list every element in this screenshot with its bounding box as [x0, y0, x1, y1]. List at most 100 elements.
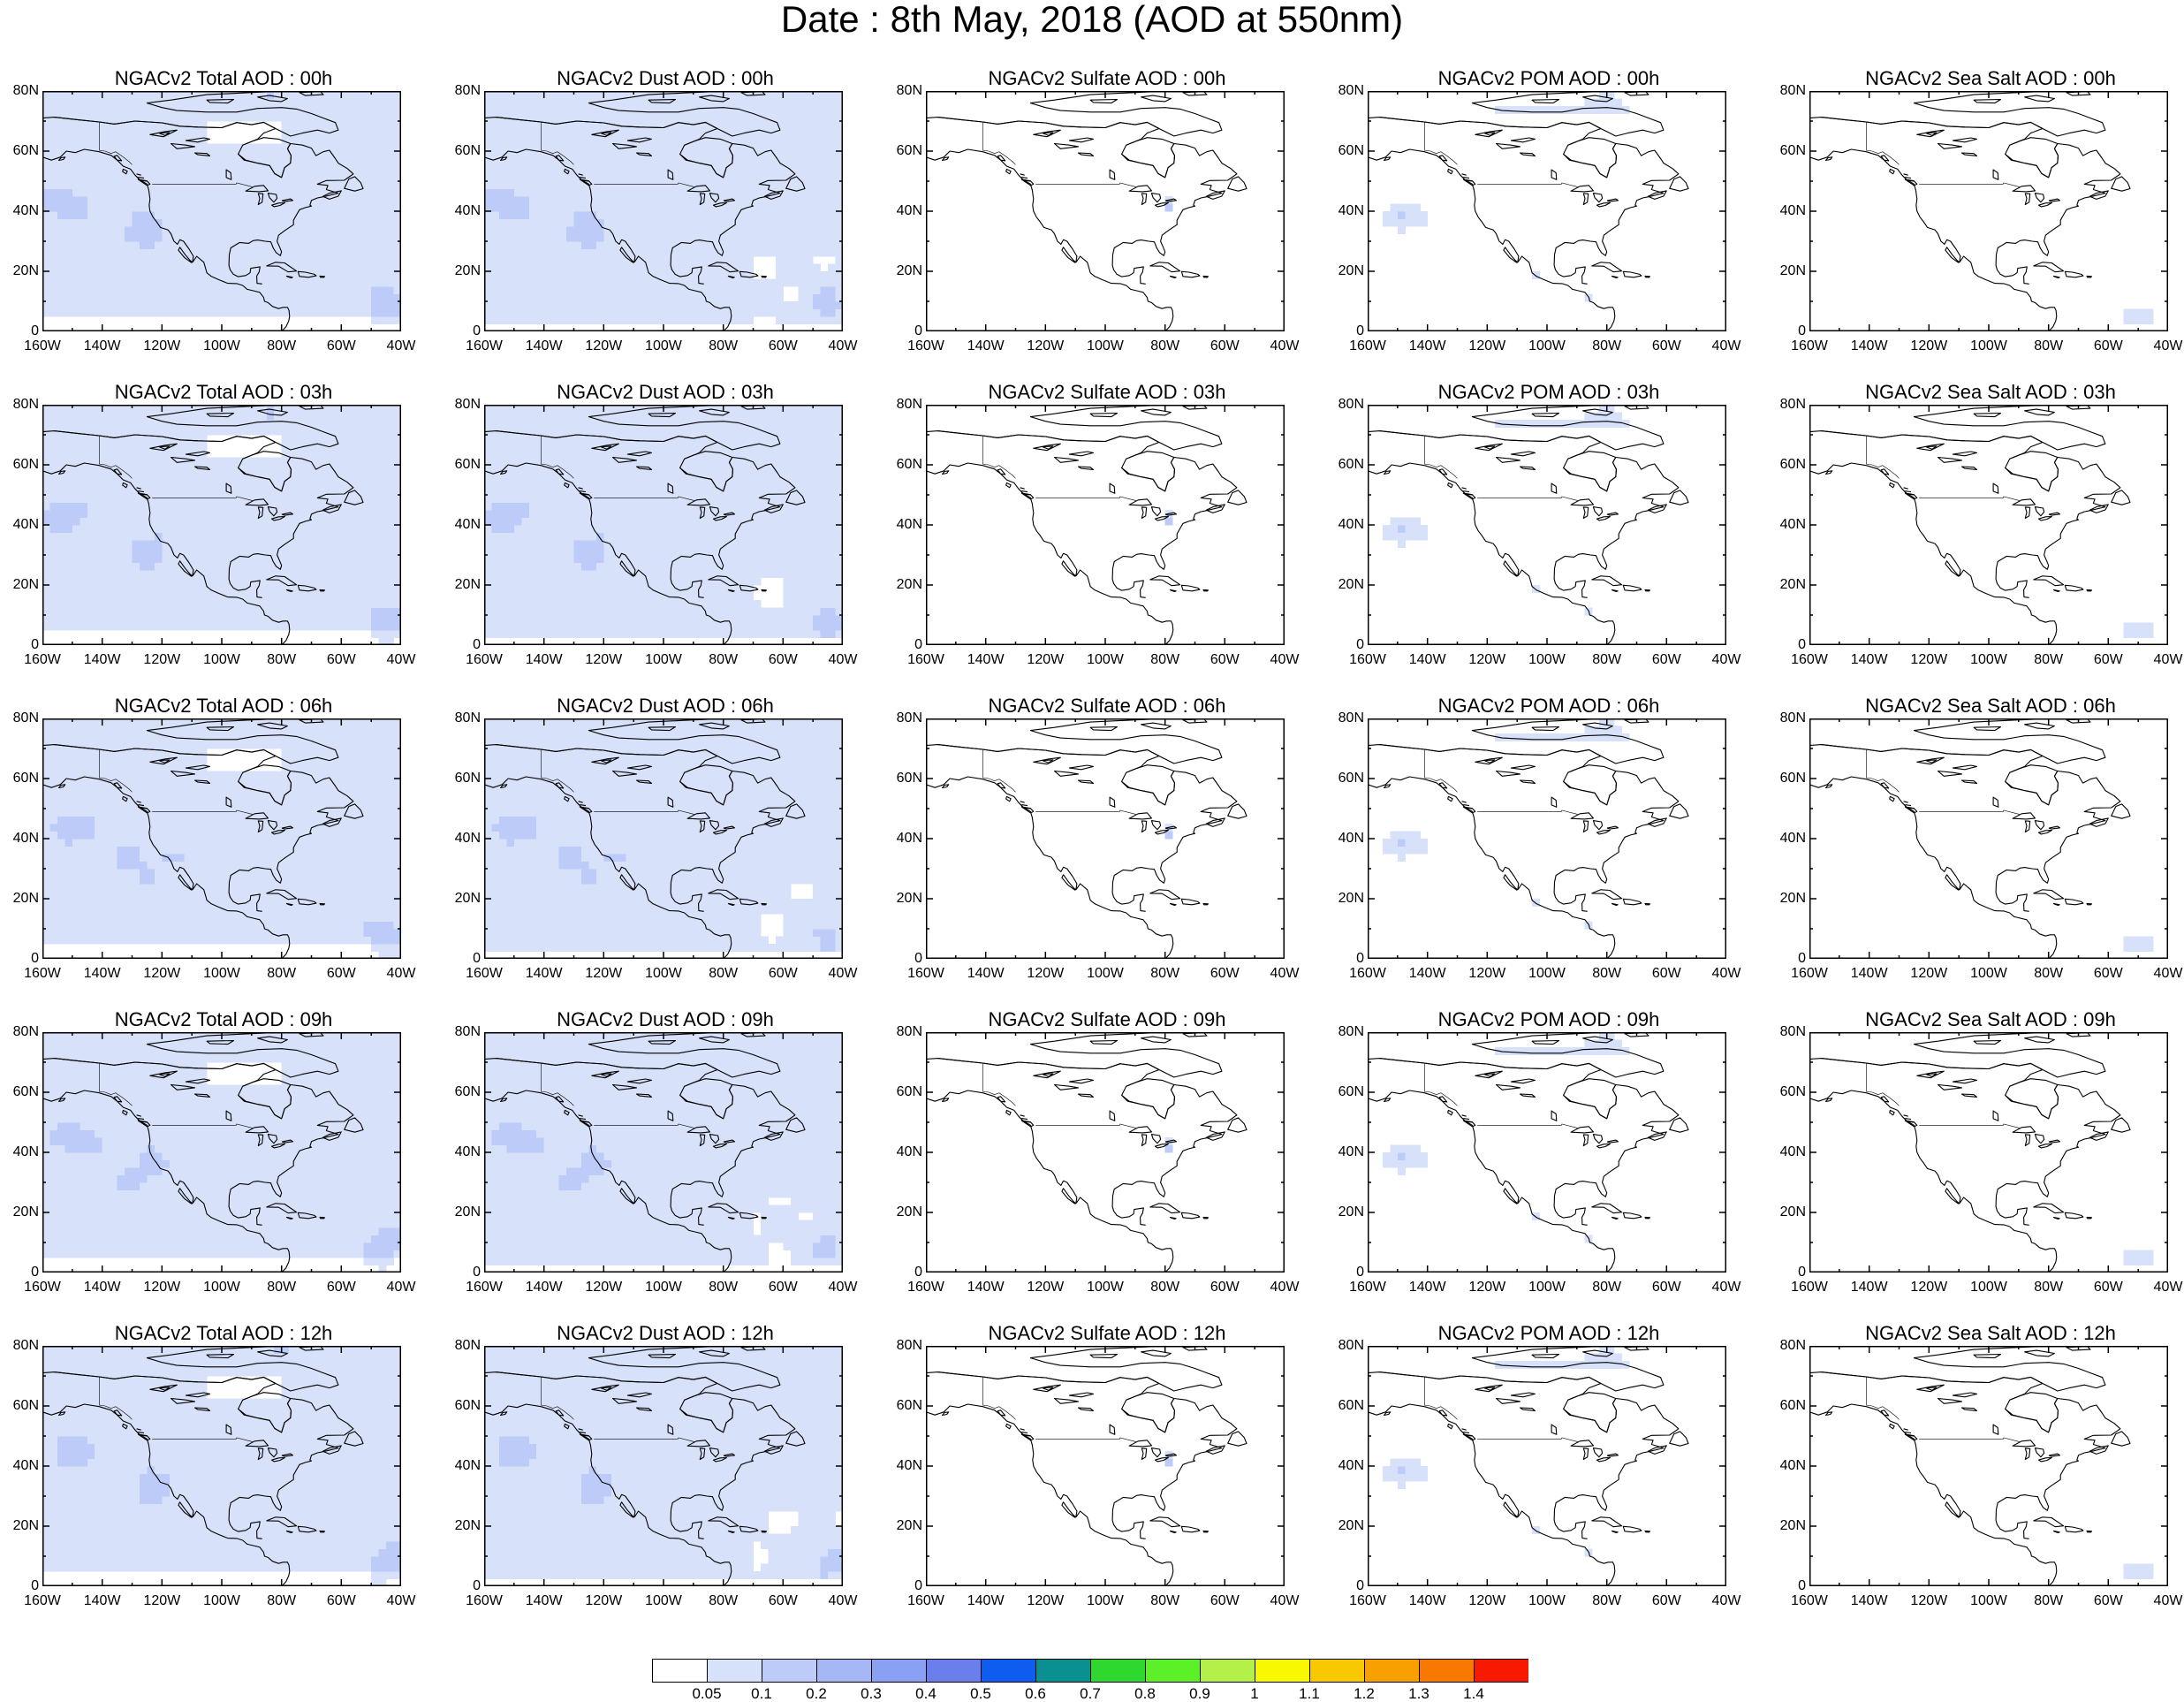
lon-tick-label: 40W [1711, 1593, 1741, 1608]
lon-tick-label: 40W [2153, 1593, 2183, 1608]
lat-tick-label: 80N [1779, 1024, 1806, 1039]
aod-map [1368, 718, 1726, 959]
aod-field [42, 1346, 401, 1586]
lon-tick-label: 60W [1210, 966, 1240, 981]
lat-tick-label: 20N [12, 263, 39, 278]
panel-title: NGACv2 Total AOD : 03h [114, 381, 333, 403]
lon-tick-label: 140W [1408, 652, 1446, 667]
lon-tick-label: 160W [907, 1593, 944, 1608]
coastlines [42, 1346, 364, 1586]
lat-tick-label: 60N [454, 143, 481, 158]
colorbar-level-label: 0.2 [806, 1685, 827, 1702]
lon-tick-label: 40W [1711, 1280, 1741, 1295]
lon-tick-label: 140W [967, 652, 1005, 667]
political-borders [1424, 122, 1579, 188]
lon-tick-label: 80W [1592, 966, 1622, 981]
map-frame [1809, 1346, 2168, 1586]
aod-map [484, 1032, 843, 1273]
political-borders [1866, 122, 2021, 188]
lat-tick-label: 60N [1338, 143, 1364, 158]
lat-tick-label: 0 [31, 1578, 39, 1593]
map-panel-sulfate: NGACv2 Sulfate AOD : 03h 80N 60N 40N 20N 0 160… [883, 380, 1325, 685]
aod-field [2123, 308, 2154, 324]
lon-tick-label: 160W [907, 652, 944, 667]
lon-tick-label: 100W [645, 1593, 682, 1608]
lat-tick-label: 60N [12, 143, 39, 158]
lon-tick-label: 100W [1087, 652, 1124, 667]
coastlines [484, 718, 806, 959]
aod-map [484, 91, 843, 331]
lon-tick-label: 60W [2093, 652, 2123, 667]
lat-tick-label: 20N [1779, 1204, 1806, 1220]
lat-tick-label: 40N [454, 1144, 481, 1159]
lat-tick-label: 40N [1338, 1458, 1364, 1473]
map-axes [484, 91, 843, 331]
aod-field [484, 1346, 843, 1579]
map-axes [484, 1032, 843, 1273]
colorbar-swatch [1200, 1659, 1255, 1683]
map-panel-sulfate: NGACv2 Sulfate AOD : 00h 80N 60N 40N 20N 0 160… [883, 66, 1325, 371]
lat-tick-label: 40N [1338, 1144, 1364, 1159]
lat-tick-label: 80N [12, 1338, 39, 1353]
map-panel-dust: NGACv2 Dust AOD : 12h 80N 60N 40N 20N 0 160W 14… [442, 1321, 883, 1626]
colorbar-level-label: 0.8 [1134, 1685, 1156, 1702]
map-panel-total: NGACv2 Total AOD : 12h 80N 60N 40N 20N 0 160W 1… [0, 1321, 442, 1626]
map-frame [1368, 1346, 1726, 1586]
lat-tick-label: 40N [896, 203, 922, 218]
lon-tick-label: 140W [525, 1280, 563, 1295]
lon-tick-label: 80W [1592, 1593, 1622, 1608]
lat-tick-label: 0 [1356, 323, 1364, 338]
lon-tick-label: 160W [1349, 966, 1386, 981]
map-frame [42, 405, 401, 645]
coastlines [1809, 718, 2131, 959]
lon-tick-label: 120W [1027, 1593, 1065, 1608]
map-frame [484, 1032, 843, 1273]
lat-tick-label: 0 [473, 951, 481, 966]
aod-field [2123, 936, 2154, 952]
coastlines [1368, 1032, 1689, 1273]
map-axes [1368, 405, 1726, 645]
lon-tick-label: 140W [1408, 338, 1446, 353]
panel-title: NGACv2 Dust AOD : 12h [557, 1322, 774, 1344]
lon-tick-label: 80W [2034, 1280, 2064, 1295]
lon-tick-label: 100W [1087, 1593, 1124, 1608]
lon-tick-label: 100W [203, 652, 240, 667]
map-panel-sulfate: NGACv2 Sulfate AOD : 09h 80N 60N 40N 20N 0 160… [883, 1007, 1325, 1312]
colorbar-swatch [1145, 1659, 1201, 1683]
coastlines [1368, 405, 1689, 645]
lon-tick-label: 160W [1349, 1280, 1386, 1295]
map-frame [926, 405, 1285, 645]
panel-title: NGACv2 POM AOD : 03h [1437, 381, 1660, 403]
coastlines [1809, 91, 2131, 331]
panel-title: NGACv2 Sea Salt AOD : 09h [1865, 1008, 2116, 1030]
aod-map [1809, 405, 2168, 645]
lon-tick-label: 160W [1349, 338, 1386, 353]
map-axes [1809, 1032, 2168, 1273]
lon-tick-label: 160W [24, 652, 61, 667]
lon-tick-label: 140W [1408, 966, 1446, 981]
lat-tick-label: 80N [896, 83, 922, 98]
lon-tick-label: 60W [2093, 1593, 2123, 1608]
map-axes [926, 405, 1285, 645]
lon-tick-label: 140W [525, 652, 563, 667]
lon-tick-label: 140W [1850, 652, 1888, 667]
lat-tick-label: 40N [454, 517, 481, 532]
panel-title: NGACv2 Dust AOD : 09h [557, 1008, 774, 1030]
aod-map [1368, 1032, 1726, 1273]
aod-field [2123, 622, 2154, 638]
colorbar-level-label: 0.7 [1080, 1685, 1101, 1702]
coastlines [926, 1346, 1247, 1586]
lat-tick-label: 40N [12, 517, 39, 532]
lon-tick-label: 80W [709, 1280, 739, 1295]
map-panel-total: NGACv2 Total AOD : 00h 80N 60N 40N 20N 0 160W 1… [0, 66, 442, 371]
lon-tick-label: 60W [326, 652, 356, 667]
lon-tick-label: 120W [1910, 1280, 1948, 1295]
lon-tick-label: 100W [203, 338, 240, 353]
lon-tick-label: 160W [1791, 338, 1828, 353]
lon-tick-label: 140W [1850, 338, 1888, 353]
lat-tick-label: 20N [896, 577, 922, 592]
lat-tick-label: 80N [454, 83, 481, 98]
panel-title: NGACv2 POM AOD : 00h [1437, 67, 1660, 89]
lat-tick-label: 60N [454, 1084, 481, 1099]
map-panel-sulfate: NGACv2 Sulfate AOD : 06h 80N 60N 40N 20N 0 160… [883, 694, 1325, 999]
